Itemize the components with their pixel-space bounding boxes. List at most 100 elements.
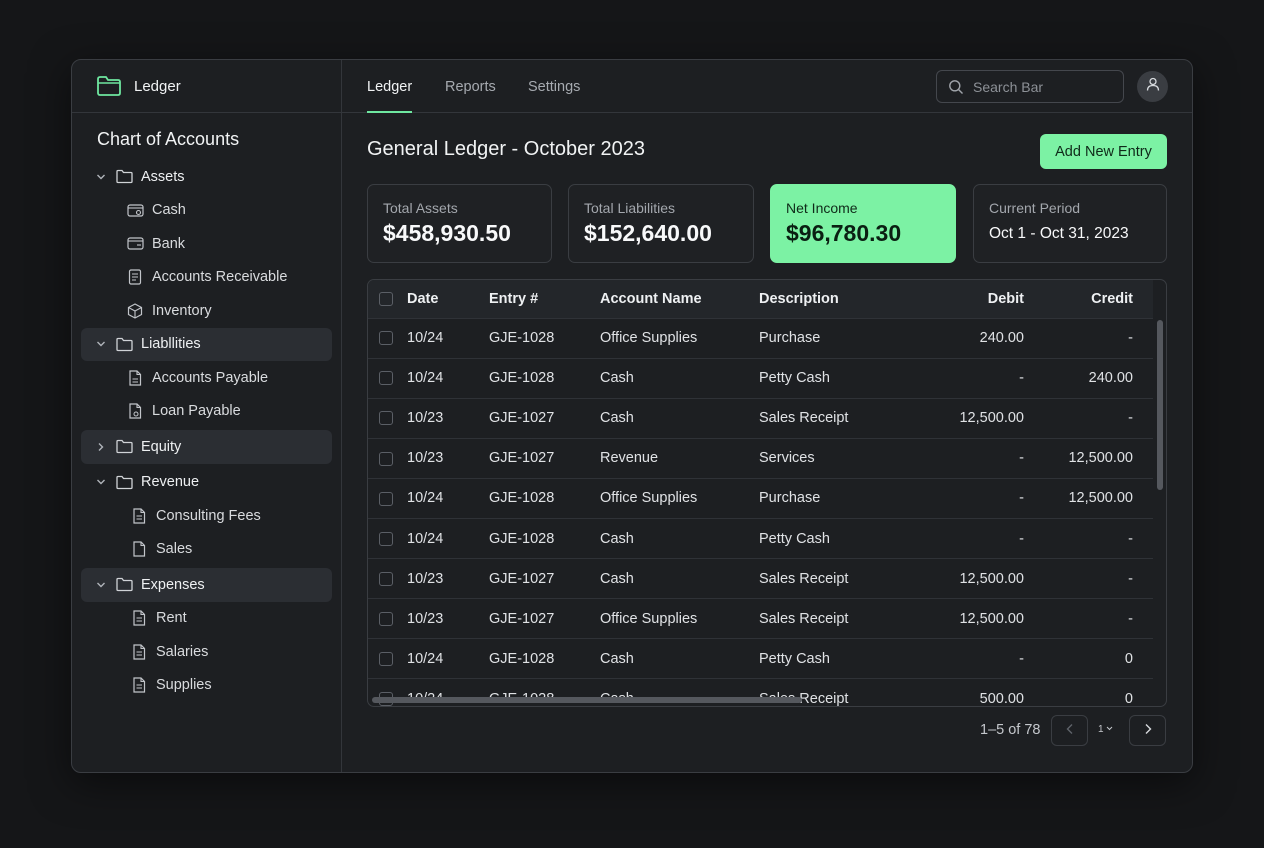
- tree-item-rent[interactable]: Rent: [81, 602, 332, 636]
- column-header[interactable]: Date: [407, 290, 439, 307]
- prev-page-button[interactable]: [1051, 715, 1088, 746]
- chevron-right-icon: [1143, 722, 1153, 740]
- table-cell: Petty Cash: [759, 530, 830, 547]
- page-select[interactable]: 1: [1098, 724, 1113, 735]
- table-cell: 10/23: [407, 610, 444, 627]
- chevron-down-icon[interactable]: [95, 579, 107, 591]
- tree-group-liabilities[interactable]: Liabllities: [81, 327, 332, 361]
- table-cell: GJE-1028: [489, 530, 555, 547]
- table-row[interactable]: 10/24 GJE-1028 Office Supplies Purchase 240.…: [368, 318, 1153, 358]
- vertical-scrollbar[interactable]: [1157, 320, 1163, 490]
- column-header[interactable]: Account Name: [600, 290, 702, 307]
- table-cell: Purchase: [759, 490, 821, 507]
- brand[interactable]: Ledger: [72, 60, 341, 113]
- table-cell: 12,500.00: [1068, 450, 1133, 467]
- table-cell: 12,500.00: [1068, 490, 1133, 507]
- table-row[interactable]: 10/24 GJE-1028 Cash Petty Cash - 0: [368, 638, 1153, 679]
- add-new-entry-button[interactable]: Add New Entry: [1040, 134, 1167, 169]
- column-header[interactable]: Entry #: [489, 290, 539, 307]
- tree-item-salaries[interactable]: Salaries: [81, 635, 332, 669]
- tree-group-label: Expenses: [141, 576, 205, 593]
- table-cell: -: [1019, 370, 1024, 387]
- table-cell: 10/24: [407, 330, 444, 347]
- chevron-down-icon[interactable]: [95, 171, 107, 183]
- tree-item-accounts-payable[interactable]: Accounts Payable: [81, 361, 332, 395]
- document-icon: [126, 268, 144, 286]
- card-value: $96,780.30: [786, 220, 902, 246]
- tree-item-loan-payable[interactable]: Loan Payable: [81, 395, 332, 429]
- row-checkbox[interactable]: [379, 451, 393, 466]
- table-cell: Office Supplies: [600, 330, 698, 347]
- table-cell: 500.00: [979, 691, 1024, 707]
- table-row[interactable]: 10/23 GJE-1027 Cash Sales Receipt 12,500.00 -: [368, 558, 1153, 599]
- row-checkbox[interactable]: [379, 411, 393, 426]
- table-row[interactable]: 10/23 GJE-1027 Cash Sales Receipt 12,500.00 -: [368, 398, 1153, 438]
- row-checkbox[interactable]: [379, 531, 393, 546]
- search-input[interactable]: [973, 78, 1113, 95]
- ledger-table[interactable]: Date Entry # Account Name Description De…: [367, 279, 1167, 707]
- table-row[interactable]: 10/23 GJE-1027 Revenue Services - 12,500.00: [368, 438, 1153, 478]
- card-current-period: Current Period Oct 1 - Oct 31, 2023: [973, 184, 1167, 263]
- tree-group-equity[interactable]: Equity: [81, 430, 332, 464]
- column-header[interactable]: Debit: [987, 290, 1024, 307]
- tab-ledger[interactable]: Ledger: [367, 60, 413, 113]
- row-checkbox[interactable]: [379, 651, 393, 666]
- table-cell: GJE-1027: [489, 570, 555, 587]
- table-cell: Cash: [600, 410, 634, 427]
- table-cell: 12,500.00: [959, 570, 1024, 587]
- chevron-down-icon[interactable]: [95, 338, 107, 350]
- table-cell: -: [1019, 490, 1024, 507]
- row-checkbox[interactable]: [379, 571, 393, 586]
- row-checkbox[interactable]: [379, 331, 393, 346]
- search-icon: [947, 78, 965, 96]
- tab-settings[interactable]: Settings: [528, 78, 581, 95]
- chevron-down-icon[interactable]: [95, 476, 107, 488]
- tree-group-assets[interactable]: Assets: [81, 160, 332, 194]
- tree-item-label: Sales: [156, 541, 193, 558]
- table-cell: 10/24: [407, 490, 444, 507]
- tree-item-accounts-receivable[interactable]: Accounts Receivable: [81, 261, 332, 295]
- column-header[interactable]: Credit: [1091, 290, 1133, 307]
- horizontal-scrollbar[interactable]: [372, 697, 802, 703]
- tab-reports[interactable]: Reports: [445, 78, 496, 95]
- next-page-button[interactable]: [1129, 715, 1166, 746]
- chevron-down-icon: [1106, 724, 1113, 735]
- select-all-checkbox[interactable]: [379, 291, 393, 306]
- tree-item-cash[interactable]: Cash: [81, 194, 332, 228]
- table-cell: Purchase: [759, 330, 821, 347]
- chevron-right-icon[interactable]: [95, 441, 107, 453]
- tree-item-label: Rent: [156, 610, 187, 627]
- tree-item-inventory[interactable]: Inventory: [81, 294, 332, 328]
- wallet-icon: [126, 235, 144, 253]
- table-cell: 10/23: [407, 450, 444, 467]
- card-value: $152,640.00: [584, 220, 712, 246]
- table-row[interactable]: 10/24 GJE-1028 Cash Petty Cash - 240.00: [368, 358, 1153, 398]
- document-icon: [130, 676, 148, 694]
- tree-group-expenses[interactable]: Expenses: [81, 568, 332, 602]
- table-cell: 10/24: [407, 370, 444, 387]
- table-cell: Cash: [600, 570, 634, 587]
- table-row[interactable]: 10/23 GJE-1027 Office Supplies Sales Receip…: [368, 598, 1153, 639]
- tree-item-label: Accounts Payable: [152, 369, 269, 386]
- folder-icon: [115, 438, 133, 456]
- table-cell: Sales Receipt: [759, 410, 849, 427]
- table-cell: 10/24: [407, 650, 444, 667]
- tree-item-sales[interactable]: Sales: [81, 533, 332, 567]
- tree-item-label: Salaries: [156, 643, 209, 660]
- top-nav: Ledger Reports Settings: [342, 60, 1192, 113]
- tree-item-bank[interactable]: Bank: [81, 227, 332, 261]
- row-checkbox[interactable]: [379, 611, 393, 626]
- table-row[interactable]: 10/24 GJE-1028 Cash Petty Cash - -: [368, 518, 1153, 558]
- user-avatar[interactable]: [1137, 71, 1168, 102]
- tree-group-revenue[interactable]: Revenue: [81, 466, 332, 500]
- row-checkbox[interactable]: [379, 371, 393, 386]
- tree-item-label: Supplies: [156, 677, 212, 694]
- column-header[interactable]: Description: [759, 290, 839, 307]
- search-box[interactable]: [936, 70, 1124, 103]
- card-value: Oct 1 - Oct 31, 2023: [989, 225, 1129, 242]
- tree-item-consulting-fees[interactable]: Consulting Fees: [81, 499, 332, 533]
- table-row[interactable]: 10/24 GJE-1028 Office Supplies Purchase - 12,…: [368, 478, 1153, 518]
- row-checkbox[interactable]: [379, 491, 393, 506]
- tree-item-supplies[interactable]: Supplies: [81, 669, 332, 703]
- card-label: Total Assets: [383, 200, 458, 216]
